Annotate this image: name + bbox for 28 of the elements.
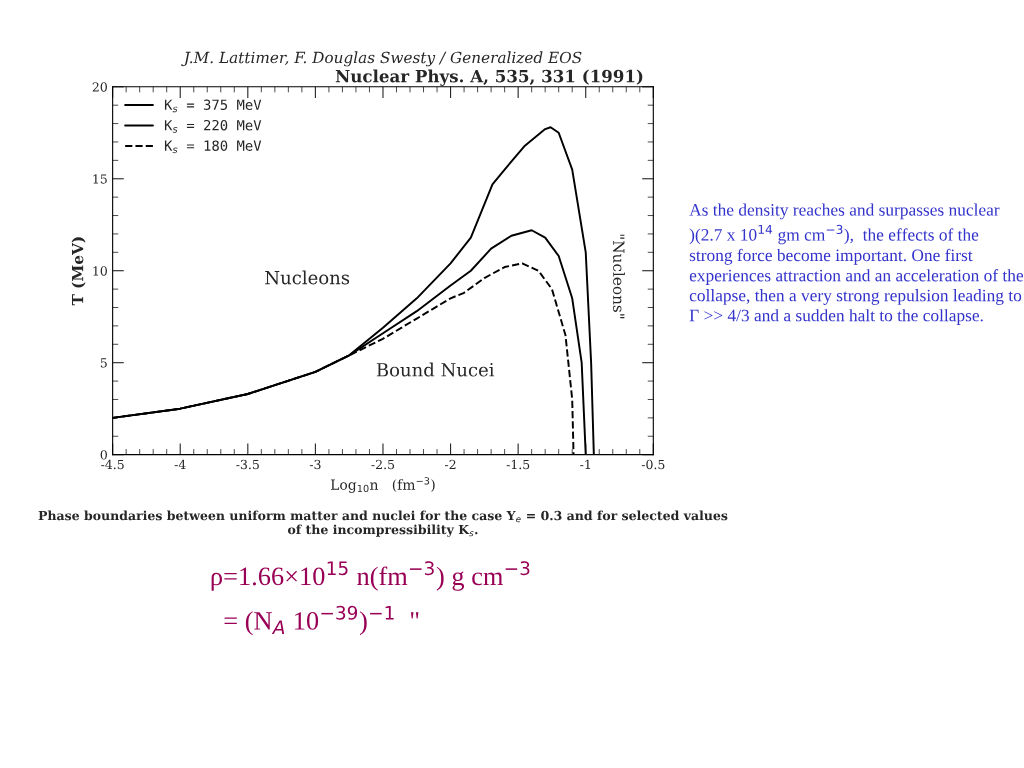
x-tick-label: -0.5 <box>641 459 665 470</box>
chart-title: J.M. Lattimer, F. Douglas Swesty / Generalized EOS <box>181 51 582 67</box>
legend-label: K$_{s}$ = 375 MeV <box>164 99 262 113</box>
x-tick-label: -2 <box>445 459 456 470</box>
y-tick-label: 10 <box>93 266 107 276</box>
y-axis-title: T (MeV) <box>71 237 86 306</box>
y-tick-label: 5 <box>100 358 107 368</box>
annotation: Nucleons <box>265 270 350 285</box>
y-tick-label: 0 <box>100 450 107 460</box>
x-tick-label: -4.5 <box>101 459 124 470</box>
legend-label: K$_{s}$ = 180 MeV <box>164 140 262 154</box>
x-tick-label: -3.5 <box>236 459 259 470</box>
text: As the density reaches and surpasses nuclear )(2.7 x 10$^{14}$ gm cm$^{−3}$), the effects of the strong force become important. One first experiences attraction and an acceleration of the collapse, then a very strong repulsion leading to Γ >> 4/3 and a sudden halt to the collapse. <box>689 203 1024 325</box>
x-tick-label: -2.5 <box>371 459 395 470</box>
text: = (N$_{A}$ 10$^{−39}$)$^{−1}$ " <box>224 605 419 636</box>
x-tick-label: -3 <box>309 459 321 470</box>
legend-label: K$_{s}$ = 220 MeV <box>164 119 262 133</box>
annotation: "Nucleons" <box>613 234 625 319</box>
y-tick-label: 20 <box>92 82 107 92</box>
text: ρ=1.66×10$^{15}$ n(fm$^{−3}$) g cm$^{−3}$ <box>211 561 530 591</box>
x-tick-label: -1 <box>580 459 591 470</box>
chart-subtitle: Nuclear Phys. A, 535, 331 (1991) <box>335 69 643 86</box>
x-tick-label: -4 <box>174 459 186 470</box>
text: Phase boundaries between uniform matter and nuclei for the case Y$_{e}$ = 0.3 and for selected values of the incompressibility K$_{s}$. <box>38 510 728 537</box>
annotation: Bound Nucei <box>376 362 495 377</box>
y-tick-label: 15 <box>93 174 107 184</box>
x-axis-title: Log$_{10}$n (fm$^{−3}$) <box>330 477 435 493</box>
x-tick-label: -1.5 <box>506 459 530 470</box>
